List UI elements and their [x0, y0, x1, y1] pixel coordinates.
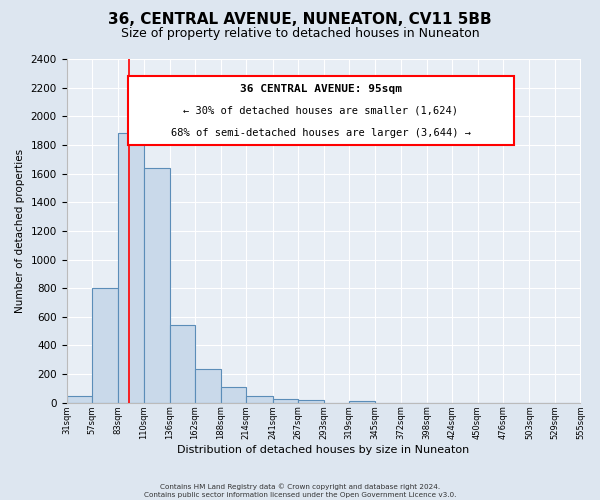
Bar	[298, 400, 323, 403]
Bar	[118, 134, 144, 403]
Bar	[67, 396, 92, 403]
FancyBboxPatch shape	[128, 76, 514, 145]
Y-axis label: Number of detached properties: Number of detached properties	[15, 149, 25, 313]
Text: Contains HM Land Registry data © Crown copyright and database right 2024.
Contai: Contains HM Land Registry data © Crown c…	[144, 484, 456, 498]
Bar	[170, 326, 195, 403]
Bar	[144, 168, 170, 403]
Text: 36 CENTRAL AVENUE: 95sqm: 36 CENTRAL AVENUE: 95sqm	[240, 84, 402, 94]
Bar	[349, 400, 374, 403]
Bar	[221, 387, 246, 403]
Bar	[195, 369, 221, 403]
X-axis label: Distribution of detached houses by size in Nuneaton: Distribution of detached houses by size …	[178, 445, 470, 455]
Bar	[272, 399, 298, 403]
Text: Size of property relative to detached houses in Nuneaton: Size of property relative to detached ho…	[121, 28, 479, 40]
Text: 36, CENTRAL AVENUE, NUNEATON, CV11 5BB: 36, CENTRAL AVENUE, NUNEATON, CV11 5BB	[108, 12, 492, 28]
Text: 68% of semi-detached houses are larger (3,644) →: 68% of semi-detached houses are larger (…	[171, 128, 471, 138]
Bar	[92, 288, 118, 403]
Text: ← 30% of detached houses are smaller (1,624): ← 30% of detached houses are smaller (1,…	[184, 106, 458, 116]
Bar	[246, 396, 272, 403]
